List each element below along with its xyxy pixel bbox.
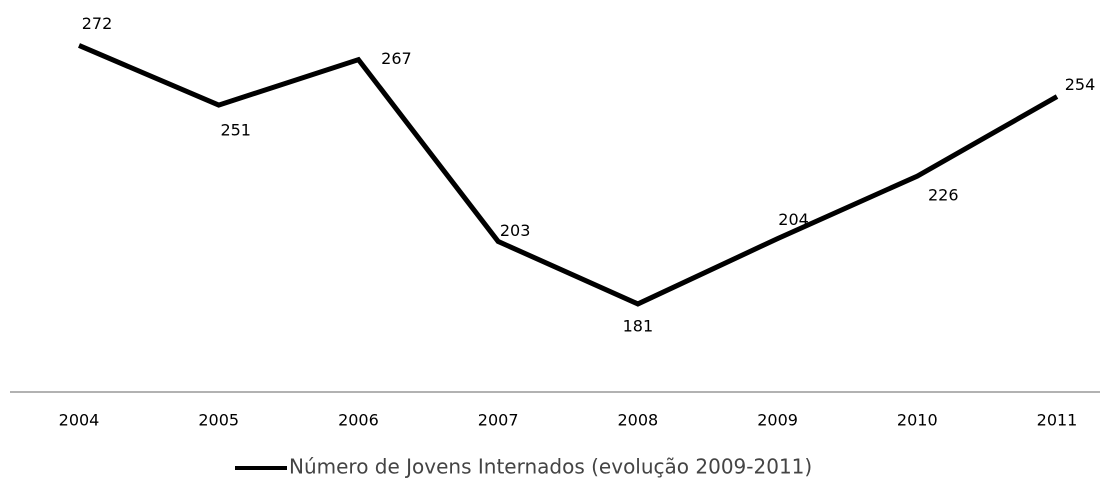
data-label: 204 xyxy=(778,210,809,229)
x-tick-label: 2011 xyxy=(1037,411,1078,430)
legend-label: Número de Jovens Internados (evolução 20… xyxy=(289,455,812,479)
data-label: 203 xyxy=(500,221,531,240)
x-tick-label: 2006 xyxy=(338,411,379,430)
data-label: 254 xyxy=(1065,75,1096,94)
data-label: 181 xyxy=(623,316,654,335)
x-tick-label: 2008 xyxy=(617,411,658,430)
x-tick-label: 2007 xyxy=(478,411,519,430)
data-label: 272 xyxy=(82,14,113,33)
x-tick-label: 2004 xyxy=(59,411,100,430)
data-label: 267 xyxy=(381,49,412,68)
x-tick-label: 2010 xyxy=(897,411,938,430)
data-line xyxy=(78,43,1059,307)
x-tick-label: 2009 xyxy=(757,411,798,430)
x-tick-label: 2005 xyxy=(198,411,239,430)
data-label: 251 xyxy=(220,121,251,140)
data-label: 226 xyxy=(928,186,959,205)
